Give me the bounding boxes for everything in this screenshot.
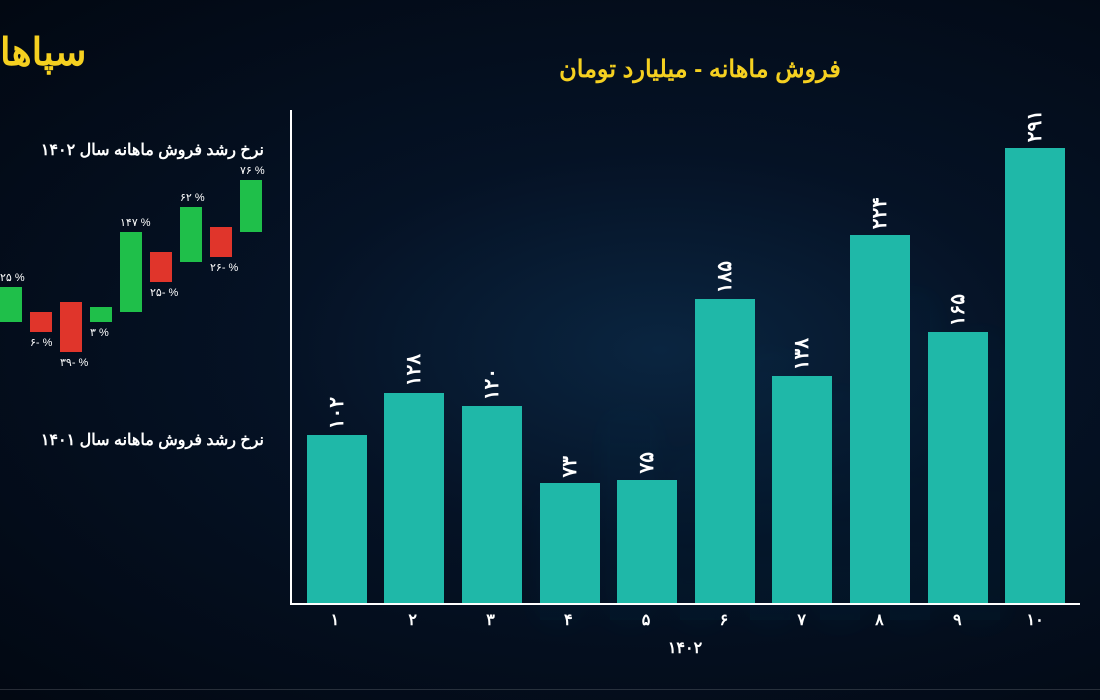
candle-body — [30, 312, 52, 332]
x-tick: ۸ — [841, 610, 919, 632]
candle-body — [120, 232, 142, 312]
candle-body — [240, 180, 262, 232]
bar-value-label: ۷۳ — [558, 456, 582, 477]
candle-label: ۲۵ % — [0, 271, 25, 284]
x-axis-ticks: ۱۲۳۴۵۶۷۸۹۱۰ — [290, 610, 1080, 632]
bar-value-label: ۲۹۱ — [1023, 110, 1047, 142]
chart-plot-area: ۱۰۲ ۱۲۸ ۱۲۰ ۷۳ ۷۵ ۱۸۵ ۱۳۸ ۲۲۴ ۱۶۵ ۲۹۱ — [290, 110, 1080, 605]
candle-body — [210, 227, 232, 257]
bar: ۷۵ — [608, 110, 686, 603]
brand-title: سپاها — [0, 30, 87, 75]
x-tick: ۱ — [296, 610, 374, 632]
chart-title: فروش ماهانه - میلیارد تومان — [480, 55, 920, 84]
bar-rect — [695, 299, 755, 603]
x-tick: ۵ — [607, 610, 685, 632]
bar: ۱۲۸ — [376, 110, 454, 603]
monthly-sales-bar-chart: ۱۰۲۱۲۸۱۲۰۷۳۷۵۱۸۵۱۳۸۲۲۴۱۶۵۲۹۱ ۱۲۳۴۵۶۷۸۹۱۰… — [290, 110, 1080, 660]
growth-rate-chart-1401: نرخ رشد فروش ماهانه سال ۱۴۰۱ — [0, 430, 270, 462]
x-tick: ۹ — [918, 610, 996, 632]
bar-rect — [617, 480, 677, 603]
candlestick-plot-1402: ۲۵ %۶- %۳۹- %۳ %۱۴۷ %۲۵- %۶۲ %۲۶- %۷۶ % — [0, 172, 270, 372]
bar: ۱۸۵ — [686, 110, 764, 603]
candle-body — [0, 287, 22, 322]
candle-label: ۲۵- % — [150, 286, 178, 299]
candle-label: ۶۲ % — [180, 191, 205, 204]
candle-body — [60, 302, 82, 352]
candle-label: ۶- % — [30, 336, 52, 349]
candle-body — [90, 307, 112, 322]
bar-value-label: ۷۵ — [635, 452, 659, 473]
x-tick: ۲ — [374, 610, 452, 632]
bar-rect — [384, 393, 444, 603]
bar-value-label: ۱۲۰ — [480, 368, 504, 400]
candle-label: ۲۶- % — [210, 261, 238, 274]
x-tick: ۱۰ — [996, 610, 1074, 632]
x-tick: ۴ — [529, 610, 607, 632]
bar: ۱۲۰ — [453, 110, 531, 603]
candle-body — [180, 207, 202, 262]
bar-value-label: ۱۰۲ — [325, 397, 349, 429]
candle-label: ۳ % — [90, 326, 109, 339]
bar-rect — [1005, 148, 1065, 603]
x-axis-label: ۱۴۰۲ — [290, 638, 1080, 658]
bar: ۷۳ — [531, 110, 609, 603]
bar-value-label: ۱۶۵ — [946, 294, 970, 326]
footer-divider — [0, 689, 1100, 690]
bar-value-label: ۱۲۸ — [402, 354, 426, 386]
candle-body — [150, 252, 172, 282]
x-tick: ۷ — [763, 610, 841, 632]
candle-label: ۳۹- % — [60, 356, 88, 369]
bar-rect — [850, 235, 910, 603]
candle-label: ۷۶ % — [240, 164, 265, 177]
growth-rate-1401-title: نرخ رشد فروش ماهانه سال ۱۴۰۱ — [0, 430, 270, 450]
bar-rect — [772, 376, 832, 603]
growth-rate-chart-1402: نرخ رشد فروش ماهانه سال ۱۴۰۲ ۲۵ % ۶- % ۳۹-… — [0, 140, 270, 372]
bar-rect — [540, 483, 600, 603]
x-tick: ۶ — [685, 610, 763, 632]
bar-value-label: ۱۸۵ — [713, 261, 737, 293]
bar: ۱۰۲ — [298, 110, 376, 603]
candle-label: ۱۴۷ % — [120, 216, 151, 229]
bar-rect — [928, 332, 988, 603]
x-tick: ۳ — [452, 610, 530, 632]
growth-rate-1402-title: نرخ رشد فروش ماهانه سال ۱۴۰۲ — [0, 140, 270, 160]
bar: ۱۳۸ — [764, 110, 842, 603]
bar-value-label: ۲۲۴ — [868, 197, 892, 229]
bar: ۱۶۵ — [919, 110, 997, 603]
bar-value-label: ۱۳۸ — [790, 338, 814, 370]
bar: ۲۹۱ — [996, 110, 1074, 603]
bar: ۲۲۴ — [841, 110, 919, 603]
bar-rect — [462, 406, 522, 603]
bar-rect — [307, 435, 367, 603]
